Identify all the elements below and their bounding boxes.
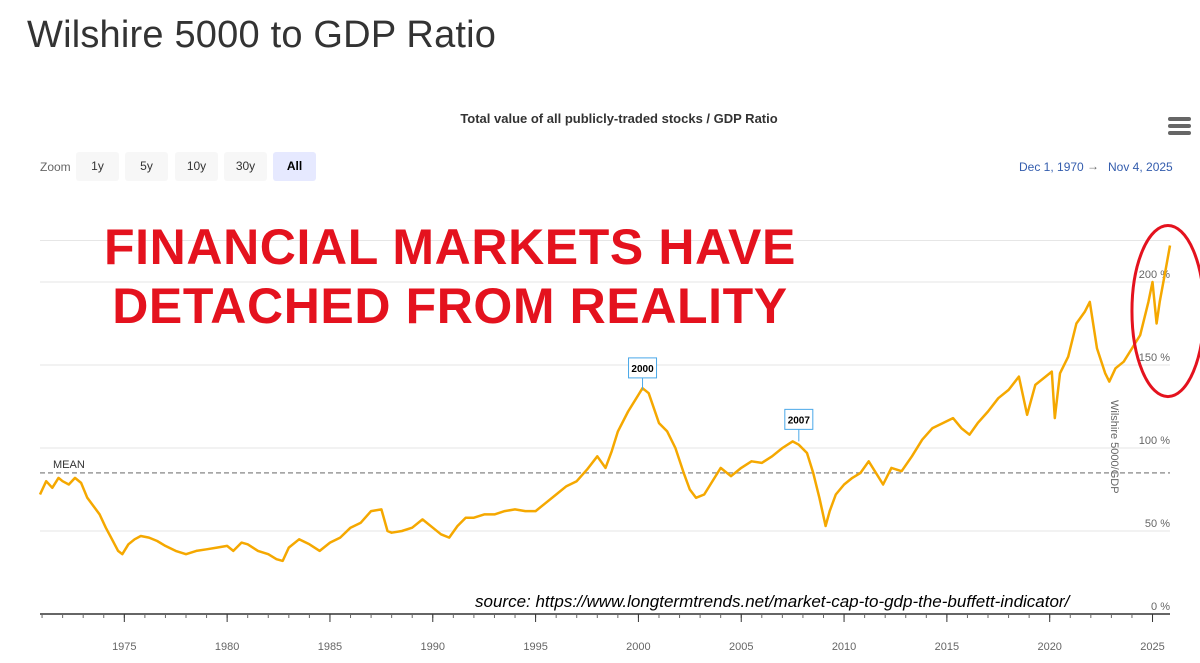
page-title: Wilshire 5000 to GDP Ratio (27, 14, 497, 56)
y-tick-label: 0 % (1151, 601, 1170, 613)
y-tick-label: 100 % (1139, 435, 1170, 447)
headline-line-2: DETACHED FROM REALITY (112, 278, 788, 334)
x-tick-label: 2000 (626, 641, 650, 653)
headline-line-1: FINANCIAL MARKETS HAVE (104, 219, 796, 275)
flag-label: 2000 (631, 364, 654, 375)
flag-box (628, 357, 658, 379)
x-tick-label: 2025 (1140, 641, 1164, 653)
range-arrow: → (1087, 159, 1099, 173)
y-tick-label: 200 % (1139, 269, 1170, 281)
x-tick-label: 1985 (318, 641, 342, 653)
y-axis-title: Wilshire 5000/GDP (1108, 400, 1120, 494)
x-tick-label: 2010 (832, 641, 856, 653)
x-tick-label: 1975 (112, 641, 136, 653)
series-line (38, 245, 1172, 563)
zoom-button-1y[interactable]: 1y (76, 152, 119, 181)
zoom-button-all[interactable]: All (273, 152, 316, 181)
range-to-date[interactable]: Nov 4, 2025 (1108, 160, 1173, 174)
zoom-button-5y[interactable]: 5y (125, 152, 168, 181)
range-from-date[interactable]: Dec 1, 1970 (1019, 160, 1084, 174)
x-tick-label: 2015 (935, 641, 959, 653)
y-tick-label: 50 % (1145, 518, 1170, 530)
flag-box (784, 408, 814, 430)
source-citation: source: https://www.longtermtrends.net/m… (475, 592, 1070, 611)
chart-subtitle: Total value of all publicly-traded stock… (460, 111, 778, 126)
mean-label: MEAN (53, 459, 85, 471)
x-tick-label: 1995 (523, 641, 547, 653)
zoom-button-30y[interactable]: 30y (224, 152, 267, 181)
zoom-button-10y[interactable]: 10y (175, 152, 218, 181)
highlight-ellipse (1130, 224, 1200, 399)
zoom-label: Zoom (40, 160, 71, 174)
x-tick-label: 1990 (421, 641, 445, 653)
hamburger-menu-icon[interactable] (1168, 117, 1191, 137)
flag-label: 2007 (788, 415, 811, 426)
x-tick-label: 2020 (1037, 641, 1061, 653)
y-tick-label: 150 % (1139, 352, 1170, 364)
x-tick-label: 1980 (215, 641, 239, 653)
x-tick-label: 2005 (729, 641, 753, 653)
